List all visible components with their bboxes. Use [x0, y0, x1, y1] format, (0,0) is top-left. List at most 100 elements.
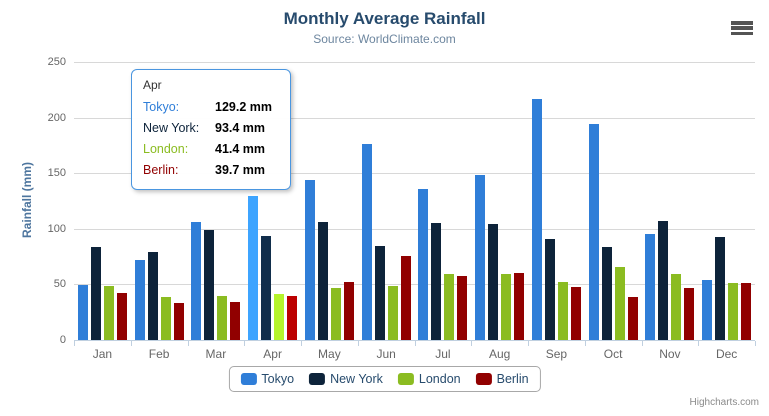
x-axis-tick [528, 341, 529, 346]
bar-berlin-nov[interactable] [684, 287, 695, 340]
y-gridline [74, 117, 755, 119]
bar-london-dec[interactable] [728, 283, 739, 340]
bar-tokyo-jul[interactable] [418, 189, 429, 340]
bar-london-may[interactable] [330, 287, 341, 340]
bar-berlin-oct[interactable] [627, 296, 638, 340]
bar-berlin-dec[interactable] [741, 283, 752, 340]
legend-swatch-new-york [309, 373, 326, 385]
bar-london-feb[interactable] [160, 296, 171, 340]
tooltip-series-label: Berlin: [143, 163, 179, 177]
hamburger-bar [731, 26, 753, 30]
bar-new-york-dec[interactable] [715, 237, 726, 340]
bar-tokyo-jun[interactable] [361, 144, 372, 340]
bar-new-york-jul[interactable] [431, 223, 442, 340]
bar-tokyo-aug[interactable] [475, 174, 486, 340]
x-axis-tick [301, 341, 302, 346]
bar-new-york-jan[interactable] [90, 247, 101, 340]
legend-label: New York [330, 372, 383, 386]
bar-tokyo-mar[interactable] [191, 221, 202, 340]
tooltip: Apr Tokyo: 129.2 mm New York: 93.4 mm London… [131, 69, 291, 190]
legend-swatch-london [397, 373, 414, 385]
legend-label: London [418, 372, 461, 386]
bar-berlin-may[interactable] [343, 281, 354, 340]
x-axis-tick [414, 341, 416, 346]
x-axis-tick [698, 341, 700, 346]
bar-tokyo-oct[interactable] [588, 124, 599, 340]
x-category-label-nov: Nov [659, 347, 681, 361]
y-tick-label: 200 [47, 111, 66, 124]
bar-berlin-sep[interactable] [570, 287, 581, 340]
bar-berlin-jul[interactable] [457, 276, 468, 340]
bar-berlin-feb[interactable] [173, 303, 184, 340]
legend: Tokyo New York London Berlin [228, 366, 541, 392]
tooltip-series-value: 129.2 mm [215, 100, 272, 114]
x-axis-tick [641, 341, 643, 346]
bar-berlin-apr[interactable] [287, 295, 298, 340]
y-gridline [74, 284, 755, 286]
hamburger-bar [731, 31, 753, 36]
x-category-label-aug: Aug [488, 347, 511, 361]
credits-link[interactable]: Highcharts.com [689, 397, 759, 408]
legend-label: Tokyo [261, 372, 295, 386]
bar-london-jan[interactable] [103, 285, 114, 340]
x-category-label-apr: Apr [263, 347, 282, 361]
legend-item-new-york[interactable]: New York [309, 372, 383, 386]
x-category-label-jul: Jul [435, 347, 451, 361]
bar-berlin-aug[interactable] [514, 272, 525, 340]
x-axis-tick [755, 341, 756, 346]
bar-tokyo-apr[interactable] [248, 196, 259, 340]
bar-london-jun[interactable] [387, 286, 398, 340]
x-category-label-feb: Feb [148, 347, 170, 361]
bar-tokyo-nov[interactable] [645, 233, 656, 340]
tooltip-series-label: London: [143, 142, 189, 156]
hamburger-menu-icon[interactable] [730, 19, 754, 39]
bar-london-mar[interactable] [217, 296, 228, 340]
legend-item-berlin[interactable]: Berlin [475, 372, 529, 386]
x-axis-tick [357, 341, 359, 346]
y-tick-label: 50 [53, 278, 66, 291]
bar-london-oct[interactable] [614, 267, 625, 340]
bar-berlin-jan[interactable] [116, 292, 127, 340]
bar-tokyo-sep[interactable] [531, 99, 542, 340]
bar-new-york-apr[interactable] [261, 236, 272, 340]
x-axis-line [74, 340, 755, 341]
bar-new-york-nov[interactable] [658, 221, 669, 340]
chart-subtitle: Source: WorldClimate.com [313, 32, 456, 46]
y-gridline [74, 228, 755, 230]
bar-berlin-jun[interactable] [400, 256, 411, 340]
bar-new-york-oct[interactable] [601, 247, 612, 340]
bar-london-aug[interactable] [501, 273, 512, 340]
bar-tokyo-dec[interactable] [702, 279, 713, 340]
bar-new-york-sep[interactable] [544, 238, 555, 340]
tooltip-row-tokyo: Tokyo: 129.2 mm [143, 97, 279, 118]
x-axis-tick [244, 341, 246, 346]
tooltip-rows: Tokyo: 129.2 mm New York: 93.4 mm London: 41.… [143, 97, 279, 181]
tooltip-row-new-york: New York: 93.4 mm [143, 118, 279, 139]
x-axis-tick [471, 341, 473, 346]
bar-tokyo-may[interactable] [304, 179, 315, 340]
bar-new-york-mar[interactable] [204, 230, 215, 340]
bar-london-sep[interactable] [557, 281, 568, 340]
bar-london-apr[interactable] [274, 293, 285, 340]
legend-label: Berlin [496, 372, 529, 386]
x-category-label-may: May [318, 347, 341, 361]
bar-new-york-jun[interactable] [374, 246, 385, 340]
chart-title: Monthly Average Rainfall [283, 9, 486, 28]
x-category-label-jan: Jan [92, 347, 113, 361]
bar-london-nov[interactable] [671, 274, 682, 340]
bar-tokyo-jan[interactable] [77, 284, 88, 340]
bar-tokyo-feb[interactable] [134, 260, 145, 340]
legend-item-london[interactable]: London [397, 372, 461, 386]
bar-berlin-mar[interactable] [230, 301, 241, 340]
bar-new-york-aug[interactable] [488, 224, 499, 340]
bar-new-york-may[interactable] [317, 222, 328, 340]
y-gridline [74, 62, 755, 63]
tooltip-row-berlin: Berlin: 39.7 mm [143, 160, 279, 181]
legend-item-tokyo[interactable]: Tokyo [240, 372, 294, 386]
bar-new-york-feb[interactable] [147, 252, 158, 340]
x-category-label-jun: Jun [376, 347, 396, 361]
tooltip-series-label: Tokyo: [143, 100, 180, 114]
bar-london-jul[interactable] [444, 274, 455, 340]
x-category-label-oct: Oct [603, 347, 623, 361]
